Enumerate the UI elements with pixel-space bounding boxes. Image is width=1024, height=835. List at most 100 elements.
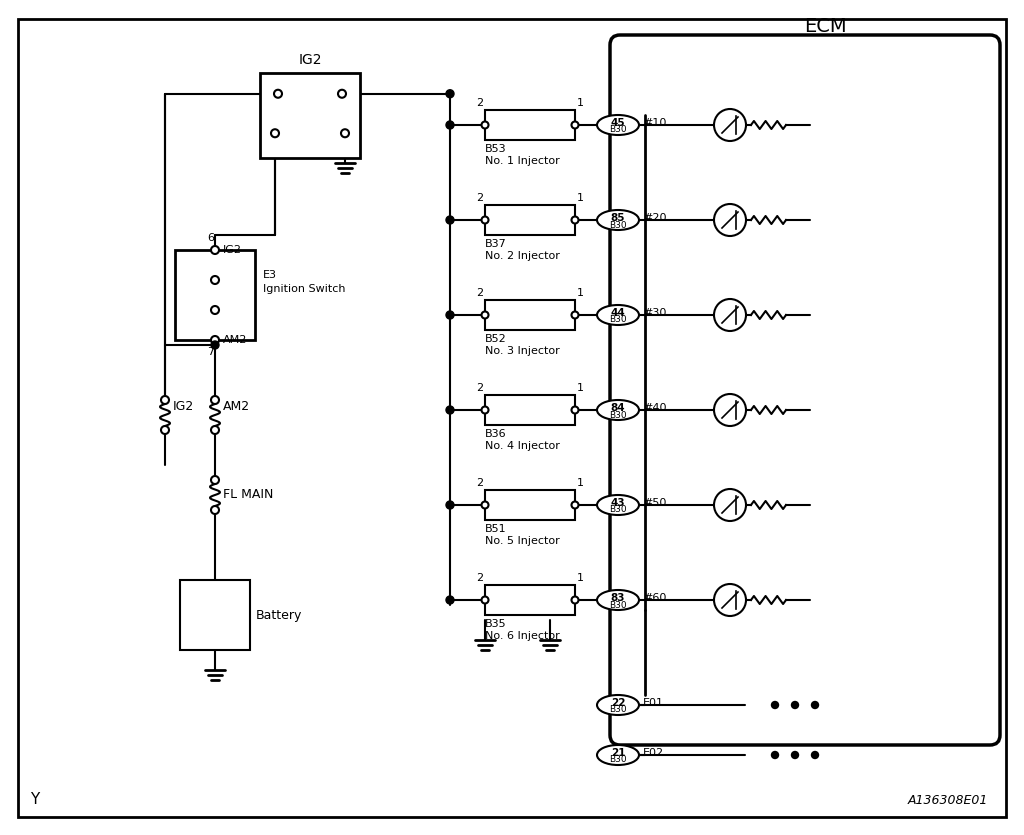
Circle shape bbox=[211, 426, 219, 434]
Circle shape bbox=[714, 204, 746, 236]
Circle shape bbox=[211, 276, 219, 284]
Circle shape bbox=[446, 216, 454, 224]
Text: No. 6 Injector: No. 6 Injector bbox=[485, 631, 560, 641]
Text: 21: 21 bbox=[610, 748, 626, 758]
Circle shape bbox=[211, 246, 219, 254]
Circle shape bbox=[811, 701, 818, 709]
Circle shape bbox=[481, 596, 488, 604]
Circle shape bbox=[161, 396, 169, 404]
Text: 1: 1 bbox=[577, 383, 584, 393]
Circle shape bbox=[571, 311, 579, 318]
Ellipse shape bbox=[597, 495, 639, 515]
FancyBboxPatch shape bbox=[610, 35, 1000, 745]
Circle shape bbox=[271, 129, 279, 137]
Ellipse shape bbox=[597, 695, 639, 715]
Text: 1: 1 bbox=[577, 478, 584, 488]
FancyBboxPatch shape bbox=[175, 250, 255, 340]
Circle shape bbox=[771, 752, 778, 758]
Text: #60: #60 bbox=[643, 593, 667, 603]
Text: IG2: IG2 bbox=[173, 401, 195, 413]
Circle shape bbox=[446, 406, 454, 414]
Circle shape bbox=[446, 311, 454, 319]
Circle shape bbox=[714, 489, 746, 521]
Text: 1: 1 bbox=[577, 573, 584, 583]
Text: IG2: IG2 bbox=[223, 245, 242, 255]
Text: 1: 1 bbox=[577, 193, 584, 203]
Text: E01: E01 bbox=[643, 698, 664, 708]
Circle shape bbox=[211, 506, 219, 514]
Text: #50: #50 bbox=[643, 498, 667, 508]
Text: 2: 2 bbox=[476, 288, 483, 298]
Text: B30: B30 bbox=[609, 220, 627, 230]
Circle shape bbox=[161, 426, 169, 434]
Circle shape bbox=[481, 502, 488, 509]
Text: 2: 2 bbox=[476, 98, 483, 108]
Circle shape bbox=[211, 341, 219, 349]
Text: B30: B30 bbox=[609, 706, 627, 715]
Text: No. 4 Injector: No. 4 Injector bbox=[485, 441, 560, 451]
Text: No. 3 Injector: No. 3 Injector bbox=[485, 346, 560, 356]
Circle shape bbox=[341, 129, 349, 137]
Text: Battery: Battery bbox=[256, 609, 302, 621]
Circle shape bbox=[571, 122, 579, 129]
FancyBboxPatch shape bbox=[485, 205, 575, 235]
Circle shape bbox=[571, 407, 579, 413]
Text: No. 1 Injector: No. 1 Injector bbox=[485, 156, 560, 166]
Text: B52: B52 bbox=[485, 334, 507, 344]
FancyBboxPatch shape bbox=[485, 110, 575, 140]
Text: B30: B30 bbox=[609, 756, 627, 765]
Text: AM2: AM2 bbox=[223, 401, 250, 413]
Text: 1: 1 bbox=[577, 98, 584, 108]
Circle shape bbox=[211, 336, 219, 344]
Circle shape bbox=[792, 701, 799, 709]
Text: A136308E01: A136308E01 bbox=[907, 794, 988, 807]
Text: 1: 1 bbox=[577, 288, 584, 298]
Text: #20: #20 bbox=[643, 213, 667, 223]
Text: 2: 2 bbox=[476, 193, 483, 203]
Ellipse shape bbox=[597, 400, 639, 420]
FancyBboxPatch shape bbox=[485, 395, 575, 425]
Circle shape bbox=[571, 502, 579, 509]
FancyBboxPatch shape bbox=[260, 73, 360, 158]
Circle shape bbox=[481, 407, 488, 413]
Text: ECM: ECM bbox=[804, 18, 846, 37]
Ellipse shape bbox=[597, 210, 639, 230]
Text: 44: 44 bbox=[610, 308, 626, 318]
Text: 45: 45 bbox=[610, 118, 626, 128]
Circle shape bbox=[481, 311, 488, 318]
Text: B30: B30 bbox=[609, 125, 627, 134]
Text: B30: B30 bbox=[609, 316, 627, 325]
Circle shape bbox=[792, 752, 799, 758]
Circle shape bbox=[211, 476, 219, 484]
FancyBboxPatch shape bbox=[180, 580, 250, 650]
Circle shape bbox=[811, 752, 818, 758]
Text: 2: 2 bbox=[476, 383, 483, 393]
Text: 43: 43 bbox=[610, 498, 626, 508]
Circle shape bbox=[338, 89, 346, 98]
Circle shape bbox=[714, 109, 746, 141]
FancyBboxPatch shape bbox=[18, 19, 1006, 817]
Ellipse shape bbox=[597, 590, 639, 610]
Circle shape bbox=[446, 89, 454, 98]
Text: 84: 84 bbox=[610, 403, 626, 413]
Text: No. 2 Injector: No. 2 Injector bbox=[485, 251, 560, 261]
Circle shape bbox=[714, 584, 746, 616]
Text: B36: B36 bbox=[485, 429, 507, 439]
Text: B30: B30 bbox=[609, 600, 627, 610]
Text: #10: #10 bbox=[643, 118, 667, 128]
Text: 2: 2 bbox=[476, 573, 483, 583]
Text: B35: B35 bbox=[485, 619, 507, 629]
Text: 22: 22 bbox=[610, 698, 626, 708]
FancyBboxPatch shape bbox=[485, 585, 575, 615]
Ellipse shape bbox=[597, 305, 639, 325]
Text: B30: B30 bbox=[609, 411, 627, 419]
Text: AM2: AM2 bbox=[223, 335, 248, 345]
Text: FL MAIN: FL MAIN bbox=[223, 488, 273, 502]
Circle shape bbox=[481, 122, 488, 129]
Circle shape bbox=[571, 596, 579, 604]
Circle shape bbox=[714, 299, 746, 331]
Text: E3: E3 bbox=[263, 270, 278, 280]
FancyBboxPatch shape bbox=[485, 300, 575, 330]
Text: B37: B37 bbox=[485, 239, 507, 249]
Circle shape bbox=[481, 216, 488, 224]
